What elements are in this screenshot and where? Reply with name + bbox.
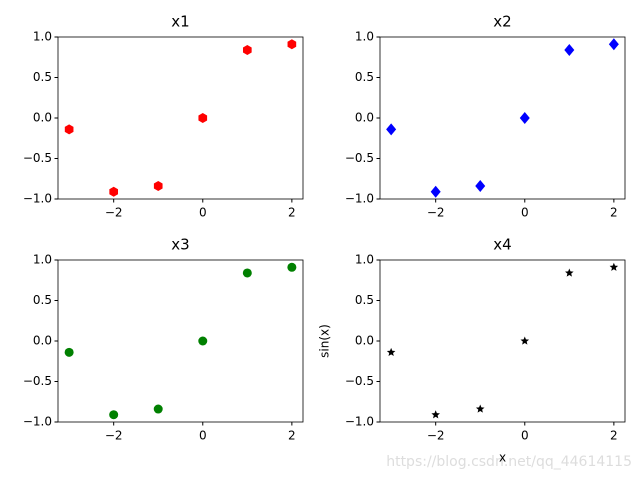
y-tick-label: 0.0 xyxy=(33,334,52,348)
y-tick-label: 1.0 xyxy=(33,253,52,267)
y-tick-label: −1.0 xyxy=(23,415,52,429)
point xyxy=(198,336,208,346)
y-tick-label: 0.5 xyxy=(33,70,52,84)
y-tick-label: 1.0 xyxy=(33,30,52,44)
y-axis-label: sin(x) xyxy=(318,324,332,358)
watermark: https://blog.csdn.net/qq_44614115 xyxy=(386,454,632,470)
y-tick-label: −0.5 xyxy=(23,374,52,388)
x-tick-label: 0 xyxy=(521,429,529,443)
x-tick-label: 2 xyxy=(288,429,296,443)
point xyxy=(386,123,397,136)
point xyxy=(64,347,74,357)
x-tick-label: −2 xyxy=(105,206,123,220)
y-tick-label: −0.5 xyxy=(23,151,52,165)
x-tick-label: −2 xyxy=(105,429,123,443)
point xyxy=(287,39,297,50)
y-tick-label: 1.0 xyxy=(355,253,374,267)
y-tick-label: 1.0 xyxy=(355,30,374,44)
subplot-title: x2 xyxy=(493,13,511,31)
point xyxy=(386,347,396,356)
y-tick-label: −0.5 xyxy=(345,374,374,388)
axes-frame xyxy=(379,36,626,200)
y-tick-label: 0.0 xyxy=(355,334,374,348)
point xyxy=(64,124,74,135)
point xyxy=(475,404,485,413)
point xyxy=(519,112,530,124)
x-tick-label: 0 xyxy=(521,206,529,220)
y-tick-label: 0.5 xyxy=(355,70,374,84)
subplot-title: x4 xyxy=(493,236,511,254)
point xyxy=(609,262,619,271)
y-tick-label: −1.0 xyxy=(23,192,52,206)
point xyxy=(198,113,208,123)
x-tick-label: −2 xyxy=(427,429,445,443)
point xyxy=(287,262,297,272)
point xyxy=(430,185,441,198)
x-tick-label: 2 xyxy=(288,206,296,220)
x-tick-label: 2 xyxy=(610,429,618,443)
point xyxy=(565,268,574,277)
point xyxy=(242,44,252,55)
point xyxy=(431,410,440,419)
x-tick-label: 2 xyxy=(610,206,618,220)
point xyxy=(153,181,163,192)
y-tick-label: −1.0 xyxy=(345,192,374,206)
y-tick-label: 0.5 xyxy=(33,293,52,307)
y-tick-label: −0.5 xyxy=(345,151,374,165)
point xyxy=(520,336,530,345)
subplot-title: x3 xyxy=(171,236,189,254)
axes-frame xyxy=(57,259,304,423)
point xyxy=(475,180,486,193)
axes-frame xyxy=(379,259,626,423)
point xyxy=(242,268,252,278)
point xyxy=(564,43,575,56)
y-tick-label: −1.0 xyxy=(345,415,374,429)
subplot-title: x1 xyxy=(171,13,189,31)
x-tick-label: 0 xyxy=(199,206,207,220)
point xyxy=(109,410,119,420)
x-tick-label: −2 xyxy=(427,206,445,220)
y-tick-label: 0.0 xyxy=(33,111,52,125)
x-tick-label: 0 xyxy=(199,429,207,443)
y-tick-label: 0.5 xyxy=(355,293,374,307)
x-axis-label: x xyxy=(499,451,506,465)
axes-frame xyxy=(57,36,304,200)
y-tick-label: 0.0 xyxy=(355,111,374,125)
point xyxy=(109,186,119,197)
point xyxy=(608,38,619,51)
point xyxy=(153,404,163,414)
